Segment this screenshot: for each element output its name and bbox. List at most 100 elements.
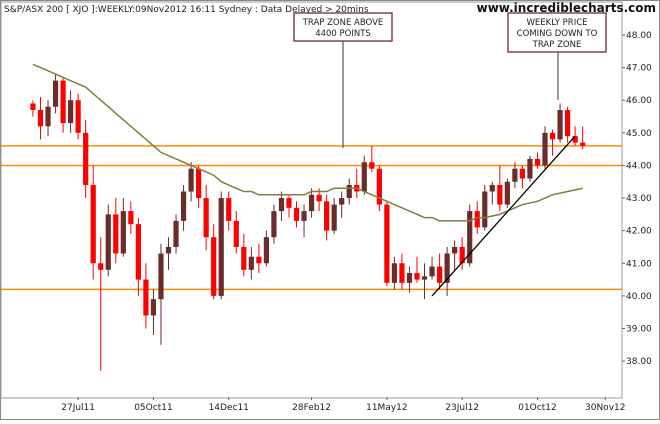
candle-body [308,194,315,212]
candle-body [406,273,413,283]
candle-body [452,246,458,254]
candle-body [218,198,224,296]
candle-body [241,246,247,270]
x-tick-label: 28Feb12 [292,403,331,413]
candle-body [436,266,443,283]
candle-body [113,214,119,254]
candle-body [271,211,277,238]
candle-body [75,100,81,133]
y-tick-label: 45.00 [626,129,652,139]
candle-body [369,162,375,169]
candle-body [83,132,89,186]
candle-body [263,237,269,264]
annotation-box [507,12,607,53]
candle-body [143,279,149,316]
candle-body [361,162,367,192]
annotation-text: COMING DOWN TO [517,29,598,39]
y-tick-label: 47.00 [626,64,652,74]
trendline [431,135,576,297]
candle-body [150,299,157,316]
candle-body [512,168,518,182]
moving-average [32,63,583,222]
y-tick-label: 38.00 [626,357,652,367]
candle-body [233,220,239,247]
candle-body [98,263,104,270]
candle-body [60,80,66,124]
y-tick-label: 46.00 [626,96,652,106]
annotation-text: TRAP ZONE [532,40,582,50]
candle-body [211,237,217,296]
y-tick-label: 40.00 [626,292,652,302]
candle-body [519,168,526,179]
candle-body [421,276,428,280]
y-tick-label: 41.00 [626,259,652,269]
candle-body [278,198,285,212]
candle-body [316,194,322,202]
candle-body [248,256,254,270]
candle-body [120,211,126,254]
candle-body [30,103,36,110]
x-tick-label: 11May12 [366,403,408,413]
y-tick-label: 42.00 [626,227,652,237]
annotation-text: WEEKLY PRICE [526,18,587,28]
candle-body [534,158,541,166]
candle-body [37,109,44,127]
x-tick-label: 23Jul12 [445,403,479,413]
candle-body [384,204,390,283]
candle-body [527,158,533,179]
candle-body [226,198,232,221]
candle-body [542,132,548,166]
candle-body [128,211,134,225]
candle-body [497,185,503,205]
candle-body [474,211,480,228]
x-tick-label: 05Oct11 [134,403,172,413]
candle-body [489,185,495,192]
annotation-box [293,12,393,42]
x-tick-label: 27Jul11 [61,403,95,413]
chart-title: S&P/ASX 200 [ XJO ]:WEEKLY:09Nov2012 16:… [4,5,369,15]
candle-body [188,168,194,192]
candle-body [549,132,556,140]
candle-body [564,109,571,137]
candle-body [467,211,473,264]
x-tick-label: 30Nov12 [585,403,625,413]
x-tick-label: 14Dec11 [209,403,249,413]
candle-body [68,100,74,124]
candle-body [391,263,398,283]
candle-body [158,253,164,300]
candle-body [203,198,209,238]
candle-body [444,253,450,283]
candle-body [135,224,141,280]
candle-body [557,109,563,140]
candle-body [414,273,420,280]
candle-body [459,246,465,264]
candle-body [429,266,435,277]
candle-body [180,191,187,221]
candle-body [399,263,405,283]
y-tick-label: 44.00 [626,161,652,171]
candle-body [301,211,307,221]
candle-body [482,191,488,228]
candle-body [572,136,578,143]
candle-body [324,201,330,231]
candle-body [286,198,292,208]
candle-body [256,256,262,264]
candle-body [580,142,586,146]
x-tick-label: 01Oct12 [518,403,556,413]
y-tick-label: 43.00 [626,194,652,204]
candle-body [165,246,172,254]
candle-body [331,204,337,231]
y-tick-label: 48.00 [626,31,652,41]
candle-body [339,198,345,205]
candle-body [45,106,51,127]
candle-body [105,214,111,270]
candle-body [196,168,202,199]
candle-body [346,185,352,199]
candle-body [52,80,59,107]
candle-body [504,181,510,205]
candle-body [293,207,300,221]
